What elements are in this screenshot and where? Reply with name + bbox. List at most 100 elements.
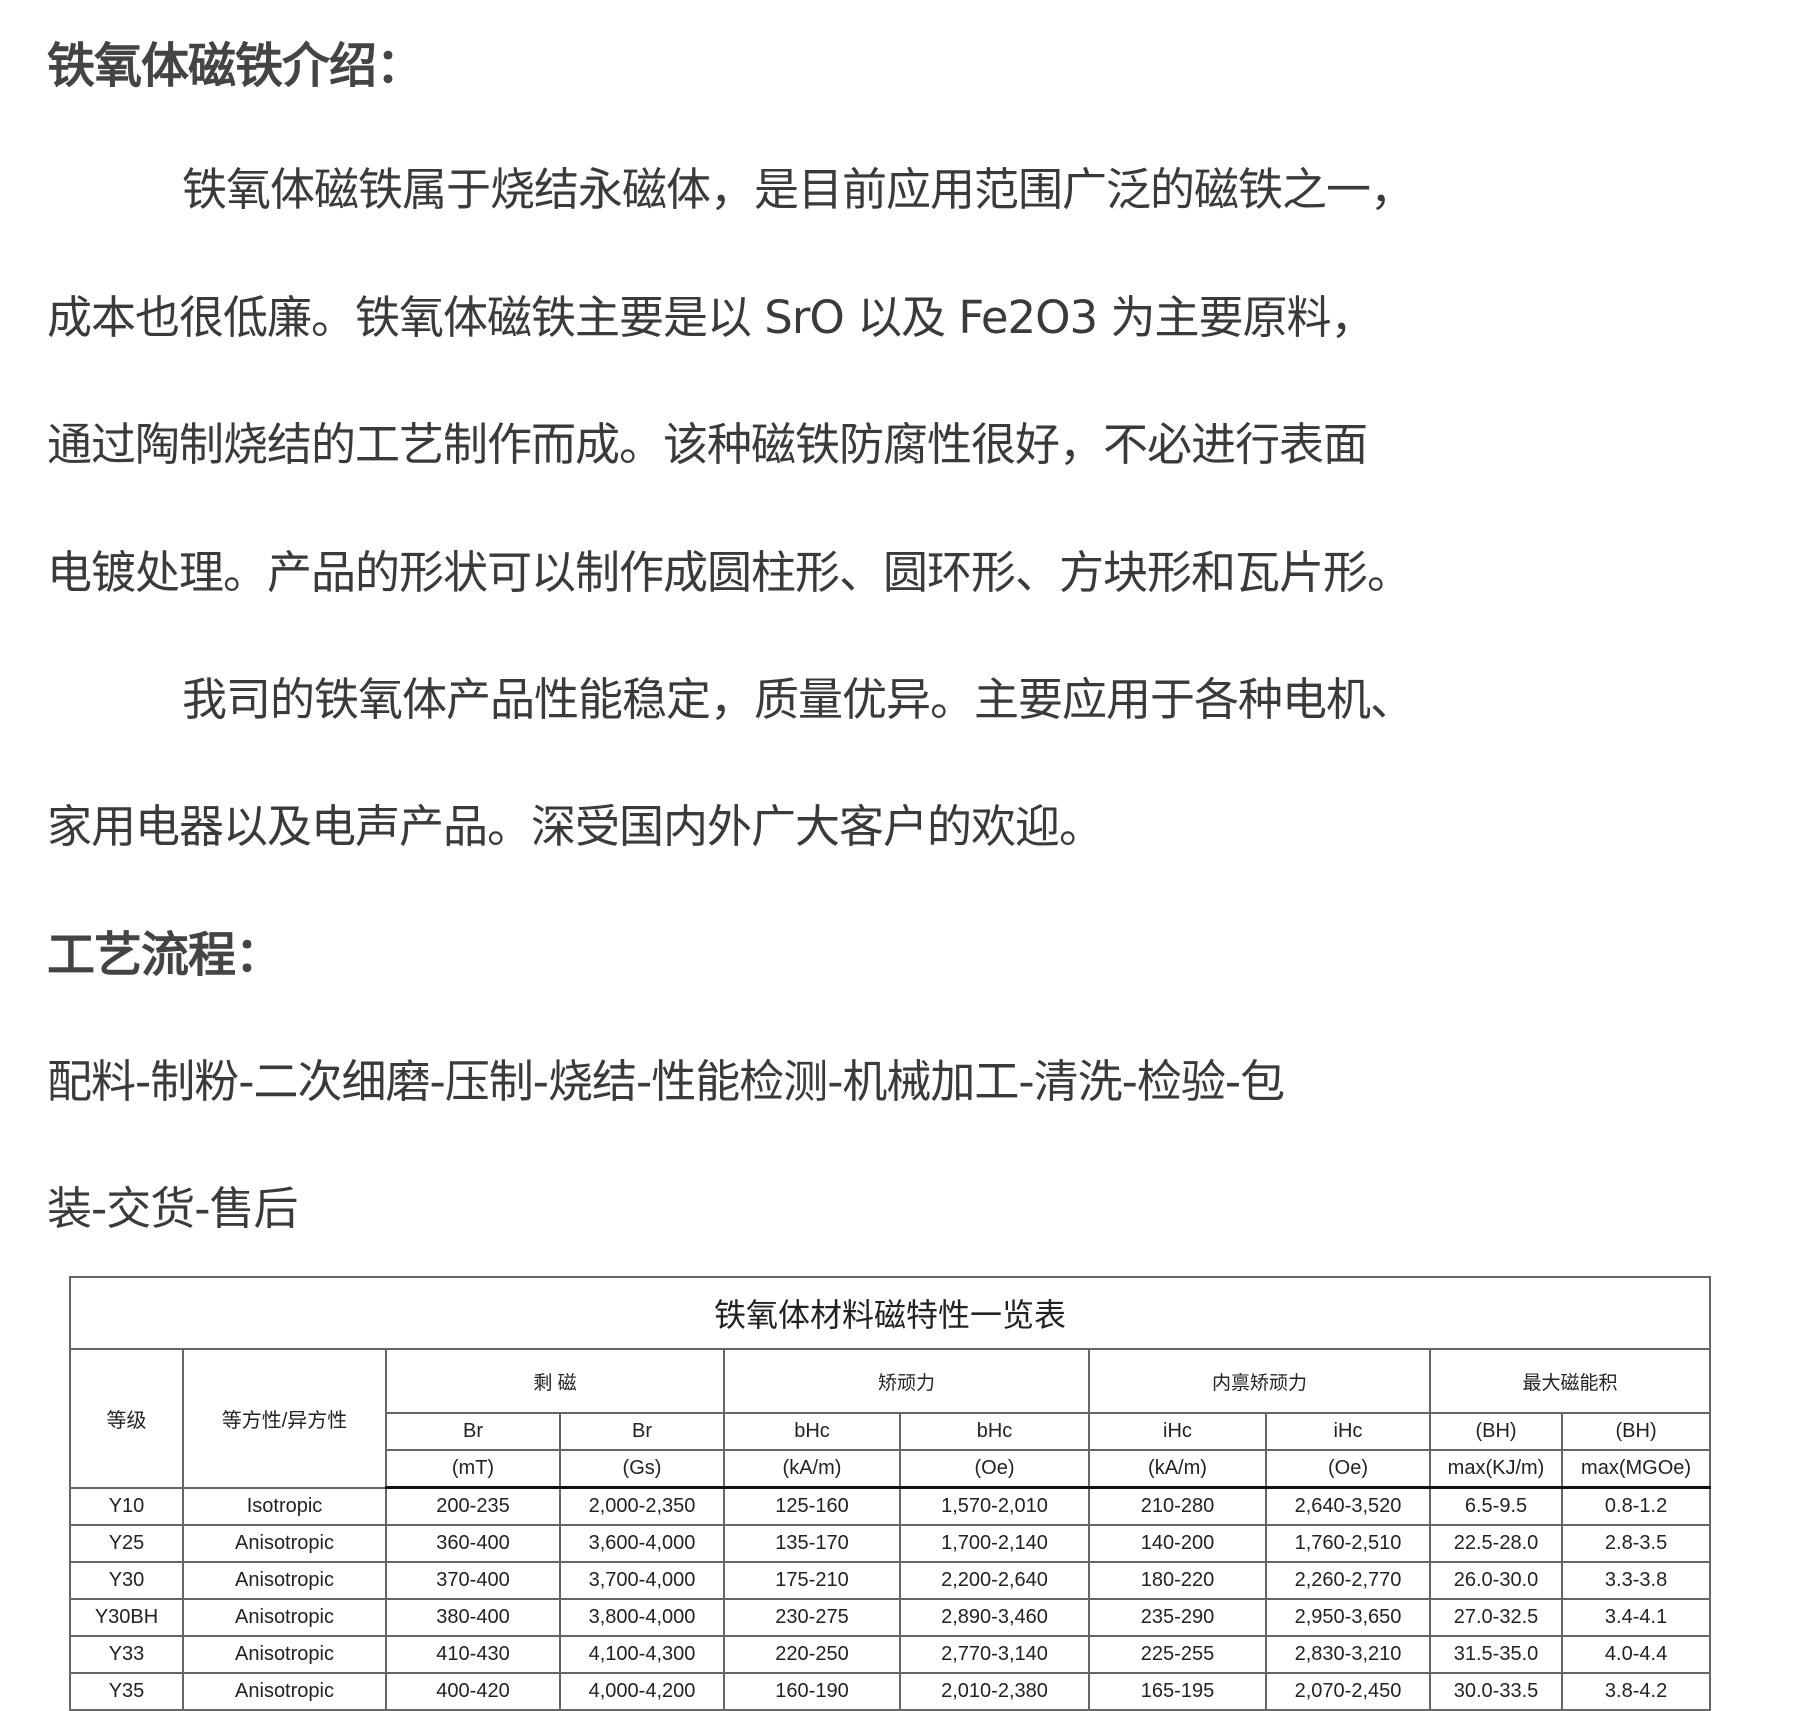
table-cell: 31.5-35.0	[1429, 1635, 1563, 1674]
table-cell: 2,200-2,640	[899, 1561, 1090, 1600]
table-row: Y33 Anisotropic 410-430 4,100-4,300 220-250 2…	[69, 1635, 1712, 1674]
table-cell: Y30BH	[69, 1598, 184, 1637]
table-cell: 3,600-4,000	[559, 1524, 725, 1563]
table-cell: Isotropic	[182, 1486, 387, 1526]
table-title: 铁氧体材料磁特性一览表	[68, 1276, 1712, 1350]
table-cell: 1,700-2,140	[899, 1524, 1090, 1563]
subheader-cell: (BH)	[1560, 1412, 1712, 1451]
table-cell: 225-255	[1088, 1635, 1267, 1674]
table-row: Y25 Anisotropic 360-400 3,600-4,000 135-170 1…	[69, 1524, 1712, 1563]
table-cell: 4,000-4,200	[559, 1672, 725, 1711]
table-cell: 26.0-30.0	[1429, 1561, 1563, 1600]
table-cell: 2,010-2,380	[899, 1672, 1090, 1711]
unit-cell: (Gs)	[559, 1449, 725, 1489]
type-header: 等方性/异方性	[182, 1348, 387, 1489]
table-cell: 230-275	[723, 1598, 901, 1637]
table-cell: 2.8-3.5	[1560, 1524, 1712, 1563]
subheader-cell: bHc	[899, 1412, 1090, 1451]
text-line: 成本也很低廉。铁氧体磁铁主要是以 SrO 以及 Fe2O3 为主要原料，	[47, 291, 1375, 344]
table-cell: 160-190	[723, 1672, 901, 1711]
table-cell: 125-160	[723, 1486, 901, 1526]
table-cell: 1,760-2,510	[1265, 1524, 1431, 1563]
table-cell: 4,100-4,300	[559, 1635, 725, 1674]
group-header: 矫顽力	[723, 1348, 1090, 1414]
group-header: 内禀矫顽力	[1088, 1348, 1431, 1414]
table-cell: 200-235	[385, 1486, 561, 1526]
table-cell: 1,570-2,010	[899, 1486, 1090, 1526]
subheader-cell: Br	[559, 1412, 725, 1451]
subheader-cell: Br	[385, 1412, 561, 1451]
intro-heading: 铁氧体磁铁介绍：	[47, 38, 424, 94]
table-cell: 175-210	[723, 1561, 901, 1600]
unit-cell: max(MGOe)	[1560, 1449, 1712, 1489]
subheader-cell: iHc	[1088, 1412, 1267, 1451]
unit-cell: (mT)	[385, 1449, 561, 1489]
table-cell: 0.8-1.2	[1560, 1486, 1712, 1526]
table-cell: 165-195	[1088, 1672, 1267, 1711]
unit-cell: (kA/m)	[1088, 1449, 1267, 1489]
table-cell: 2,000-2,350	[559, 1486, 725, 1526]
table-cell: Anisotropic	[182, 1635, 387, 1674]
group-header: 剩 磁	[385, 1348, 725, 1414]
table-cell: 3,800-4,000	[559, 1598, 725, 1637]
table-cell: 2,830-3,210	[1265, 1635, 1431, 1674]
unit-cell: max(KJ/m)	[1429, 1449, 1563, 1489]
table-cell: 22.5-28.0	[1429, 1524, 1563, 1563]
group-header: 最大磁能积	[1428, 1348, 1712, 1414]
table-cell: Y30	[69, 1561, 184, 1600]
table-cell: 2,950-3,650	[1265, 1598, 1431, 1637]
table-cell: 6.5-9.5	[1429, 1486, 1563, 1526]
table-row: Y30 Anisotropic 370-400 3,700-4,000 175-210 2…	[69, 1561, 1712, 1600]
text-line: 我司的铁氧体产品性能稳定，质量优异。主要应用于各种电机、	[182, 673, 1415, 726]
table-cell: 370-400	[385, 1561, 561, 1600]
table-cell: Anisotropic	[182, 1672, 387, 1711]
table-cell: Y35	[69, 1672, 184, 1711]
unit-cell: (Oe)	[1265, 1449, 1431, 1489]
grade-header: 等级	[69, 1348, 184, 1489]
table-cell: 360-400	[385, 1524, 561, 1563]
text-line: 电镀处理。产品的形状可以制作成圆柱形、圆环形、方块形和瓦片形。	[47, 546, 1412, 599]
table-cell: 400-420	[385, 1672, 561, 1711]
table-row: Y10 Isotropic 200-235 2,000-2,350 125-160 1,5…	[69, 1486, 1712, 1526]
table-cell: 2,890-3,460	[899, 1598, 1090, 1637]
unit-cell: (Oe)	[899, 1449, 1090, 1489]
table-cell: 380-400	[385, 1598, 561, 1637]
process-heading: 工艺流程：	[47, 927, 283, 983]
table-cell: Y10	[69, 1486, 184, 1526]
table-row: Y35 Anisotropic 400-420 4,000-4,200 160-190 2…	[69, 1672, 1712, 1711]
text-line: 铁氧体磁铁属于烧结永磁体，是目前应用范围广泛的磁铁之一，	[182, 163, 1415, 216]
unit-cell: (kA/m)	[723, 1449, 901, 1489]
table-cell: 3.8-4.2	[1560, 1672, 1712, 1711]
table-cell: 220-250	[723, 1635, 901, 1674]
text-line: 家用电器以及电声产品。深受国内外广大客户的欢迎。	[47, 800, 1104, 853]
table-cell: Y25	[69, 1524, 184, 1563]
table-cell: Anisotropic	[182, 1524, 387, 1563]
table-cell: 3,700-4,000	[559, 1561, 725, 1600]
table-cell: 4.0-4.4	[1560, 1635, 1712, 1674]
table-cell: 30.0-33.5	[1429, 1672, 1563, 1711]
table-cell: Anisotropic	[182, 1561, 387, 1600]
table-cell: 3.4-4.1	[1560, 1598, 1712, 1637]
table-cell: 235-290	[1088, 1598, 1267, 1637]
table-cell: 210-280	[1088, 1486, 1267, 1526]
magnetic-properties-table: 铁氧体材料磁特性一览表 等级 等方性/异方性 剩 磁 矫顽力 内禀矫顽力 最大磁…	[68, 1276, 1712, 1711]
table-cell: 2,260-2,770	[1265, 1561, 1431, 1600]
subheader-cell: iHc	[1265, 1412, 1431, 1451]
text-line: 通过陶制烧结的工艺制作而成。该种磁铁防腐性很好，不必进行表面	[47, 418, 1368, 471]
process-line: 装-交货-售后	[47, 1182, 298, 1235]
table-cell: 27.0-32.5	[1429, 1598, 1563, 1637]
process-line: 配料-制粉-二次细磨-压制-烧结-性能检测-机械加工-清洗-检验-包	[47, 1055, 1285, 1108]
table-cell: 410-430	[385, 1635, 561, 1674]
table-row: Y30BH Anisotropic 380-400 3,800-4,000 230-27…	[69, 1598, 1712, 1637]
table-cell: Anisotropic	[182, 1598, 387, 1637]
table-cell: 2,770-3,140	[899, 1635, 1090, 1674]
table-cell: 2,070-2,450	[1265, 1672, 1431, 1711]
table-cell: 180-220	[1088, 1561, 1267, 1600]
table-cell: 3.3-3.8	[1560, 1561, 1712, 1600]
subheader-cell: (BH)	[1429, 1412, 1563, 1451]
table-cell: 135-170	[723, 1524, 901, 1563]
subheader-cell: bHc	[723, 1412, 901, 1451]
table-cell: 2,640-3,520	[1265, 1486, 1431, 1526]
table-cell: 140-200	[1088, 1524, 1267, 1563]
table-cell: Y33	[69, 1635, 184, 1674]
